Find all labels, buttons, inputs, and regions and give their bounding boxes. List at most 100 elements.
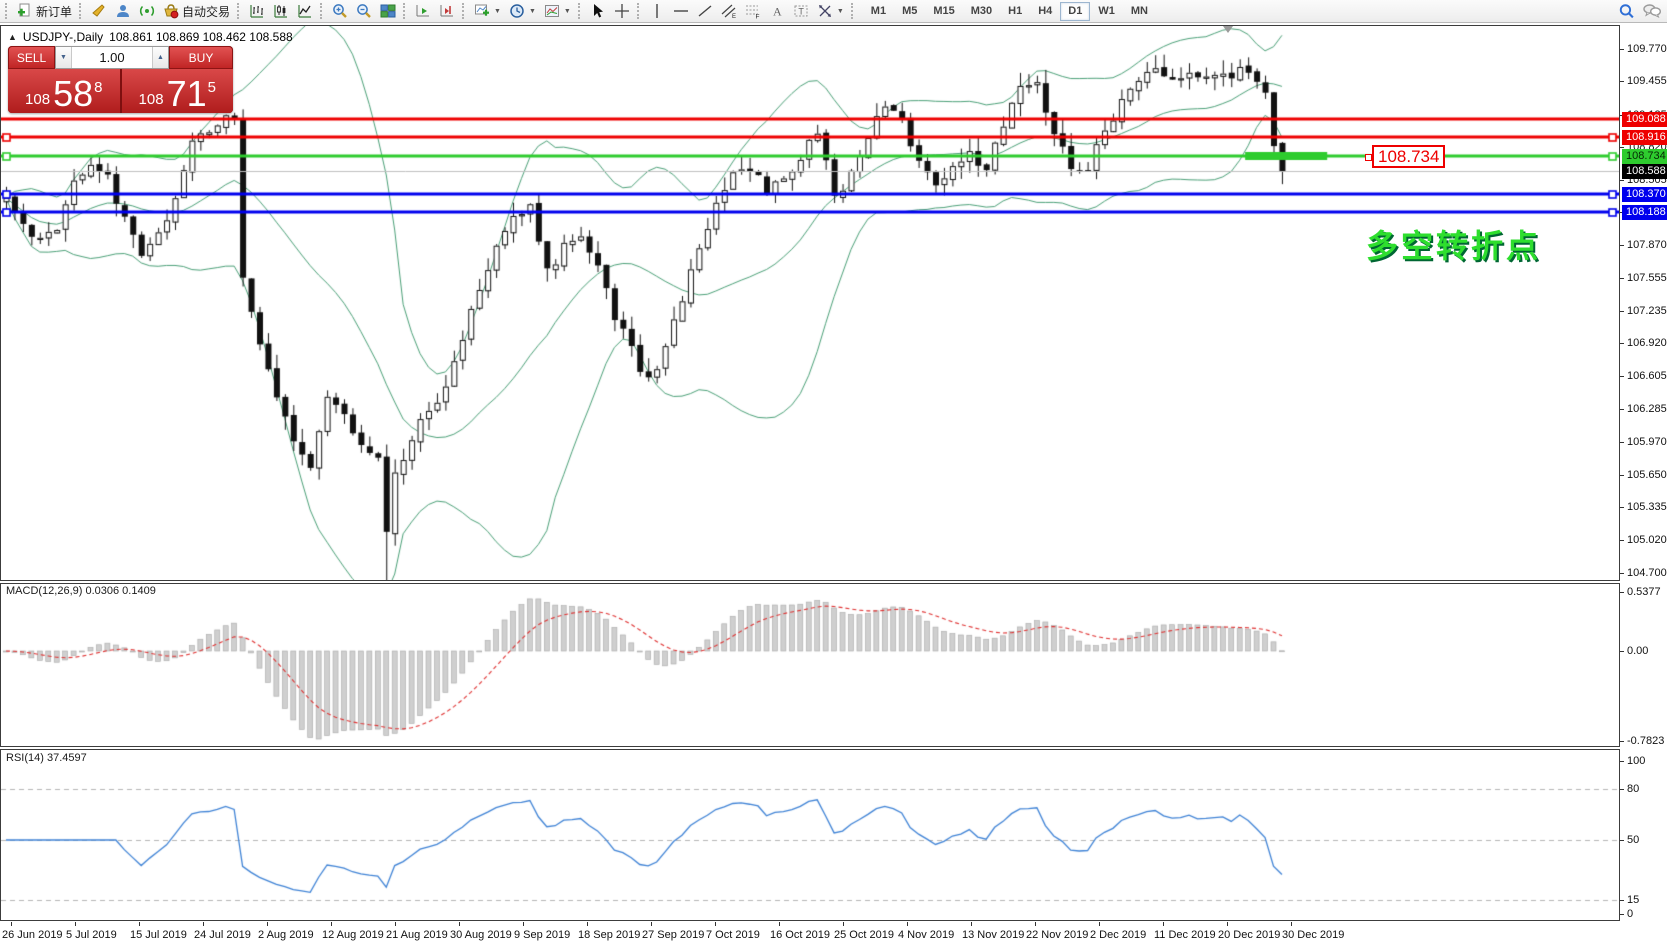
date-label: 2 Aug 2019 — [258, 929, 314, 941]
price-badge-108.916: 108.916 — [1622, 130, 1667, 145]
arrows-tool-button[interactable]: ▼ — [813, 1, 848, 22]
price-tick-label: 107.555 — [1620, 272, 1667, 285]
fibonacci-tool-button[interactable]: F — [741, 1, 765, 22]
date-label: 16 Oct 2019 — [770, 929, 830, 941]
price-axis[interactable]: 109.770109.455109.135108.820108.505108.1… — [1620, 23, 1667, 947]
label-tool-button[interactable]: T — [789, 1, 813, 22]
cursor-tool-button[interactable] — [586, 1, 610, 22]
date-tick — [459, 922, 460, 926]
timeframe-m1[interactable]: M1 — [870, 5, 887, 17]
signals-button[interactable] — [135, 1, 159, 22]
text-label-icon: T — [794, 5, 808, 17]
search-button[interactable] — [1614, 1, 1639, 22]
chat-button[interactable] — [1639, 1, 1665, 22]
price-tick-label: 106.920 — [1620, 337, 1667, 350]
timeframe-h4[interactable]: H4 — [1038, 5, 1053, 17]
sell-button[interactable]: SELL — [8, 46, 55, 69]
chart-symbol-label: USDJPY-,Daily — [22, 30, 104, 44]
macd-axis-label: 0.00 — [1620, 645, 1648, 658]
date-tick — [1163, 922, 1164, 926]
sell-price-sup: 8 — [94, 79, 103, 96]
text-tool-button[interactable]: A — [765, 1, 789, 22]
price-badge-108.188: 108.188 — [1622, 205, 1667, 220]
timeframe-d1[interactable]: D1 — [1060, 1, 1091, 21]
zoom-in-button[interactable] — [328, 1, 352, 22]
buy-price-sup: 5 — [207, 79, 216, 96]
volume-decrease-button[interactable]: ▼ — [56, 47, 72, 68]
buy-price-display[interactable]: 108 71 5 — [121, 69, 233, 113]
hline-tool-button[interactable] — [669, 1, 693, 22]
tile-windows-icon — [380, 4, 396, 18]
dropdown-arrow-icon: ▼ — [836, 7, 844, 15]
chart-ohlc-readout: 108.861 108.869 108.462 108.588 — [109, 30, 293, 44]
zoom-out-button[interactable] — [352, 1, 376, 22]
main-chart-canvas[interactable] — [1, 26, 1619, 580]
date-tick — [651, 922, 652, 926]
profile-button[interactable] — [111, 1, 135, 22]
bar-chart-button[interactable] — [245, 1, 269, 22]
periods-button[interactable]: ▼ — [505, 1, 540, 22]
chart-shift-marker[interactable] — [1223, 26, 1233, 33]
crosshair-tool-button[interactable] — [610, 1, 634, 22]
auto-trading-label: 自动交易 — [182, 4, 231, 19]
buy-button[interactable]: BUY — [169, 46, 233, 69]
buy-price-prefix: 108 — [138, 91, 164, 108]
date-axis[interactable]: 26 Jun 2019 5 Jul 2019 15 Jul 2019 24 Jul 2… — [0, 922, 1620, 947]
macd-axis-label: 0.5377 — [1620, 586, 1661, 599]
new-order-button[interactable]: 新订单 — [13, 1, 76, 22]
date-label: 22 Nov 2019 — [1026, 929, 1089, 941]
toolbar-grip — [636, 3, 642, 19]
arrows-icon — [818, 5, 831, 17]
timeframe-h1[interactable]: H1 — [1008, 5, 1023, 17]
timeframe-mn[interactable]: MN — [1130, 5, 1148, 17]
date-tick — [971, 922, 972, 926]
svg-text:F: F — [755, 14, 759, 20]
price-badge-108.734: 108.734 — [1622, 149, 1667, 164]
line-chart-button[interactable] — [293, 1, 317, 22]
toolbar-grip — [850, 3, 856, 19]
tile-windows-button[interactable] — [376, 1, 400, 22]
macd-axis-label: -0.7823 — [1620, 735, 1664, 748]
quotes-button[interactable] — [87, 1, 111, 22]
toolbar: 新订单 自动交易 ▼ ▼ ▼ E F — [0, 0, 1667, 23]
date-label: 11 Dec 2019 — [1154, 929, 1216, 941]
volume-increase-button[interactable]: ▲ — [152, 47, 168, 68]
candlestick-chart-icon — [274, 5, 288, 18]
timeframe-m5[interactable]: M5 — [902, 5, 918, 17]
volume-spinner: ▼ ▲ — [55, 46, 169, 69]
macd-canvas[interactable] — [1, 584, 1619, 746]
vline-tool-button[interactable] — [645, 1, 669, 22]
date-tick — [843, 922, 844, 926]
chart-annotation-text[interactable]: 多空转折点 — [1366, 228, 1542, 264]
svg-text:A: A — [773, 5, 782, 19]
auto-scroll-button[interactable] — [411, 1, 435, 22]
date-tick — [139, 922, 140, 926]
new-order-label: 新订单 — [36, 4, 73, 19]
new-order-icon — [18, 3, 30, 17]
candlestick-chart-button[interactable] — [269, 1, 293, 22]
date-label: 18 Sep 2019 — [578, 929, 641, 941]
templates-button[interactable]: ▼ — [540, 1, 575, 22]
svg-text:E: E — [732, 14, 736, 19]
indicators-button[interactable]: ▼ — [470, 1, 505, 22]
chart-shift-button[interactable] — [435, 1, 459, 22]
channel-tool-button[interactable]: E — [717, 1, 741, 22]
timeframe-m15[interactable]: M15 — [933, 5, 955, 17]
date-label: 15 Jul 2019 — [130, 929, 187, 941]
timeframe-m30[interactable]: M30 — [970, 5, 993, 17]
volume-input[interactable] — [72, 47, 152, 68]
auto-trading-icon — [164, 4, 179, 19]
sell-price-display[interactable]: 108 58 8 — [8, 69, 120, 113]
auto-trading-button[interactable]: 自动交易 — [159, 1, 234, 22]
trendline-tool-button[interactable] — [693, 1, 717, 22]
price-line-label[interactable]: 108.734 — [1364, 145, 1446, 168]
date-tick — [1227, 922, 1228, 926]
price-tick-label: 109.455 — [1620, 75, 1667, 88]
rsi-canvas[interactable] — [1, 750, 1619, 920]
chat-icon — [1643, 4, 1661, 19]
timeframe-w1[interactable]: W1 — [1098, 5, 1115, 17]
macd-label: MACD(12,26,9) 0.0306 0.1409 — [6, 585, 156, 597]
price-badge-108.370: 108.370 — [1622, 187, 1667, 202]
sell-price-big: 58 — [53, 73, 94, 113]
collapse-panel-icon[interactable]: ▲ — [8, 32, 17, 42]
